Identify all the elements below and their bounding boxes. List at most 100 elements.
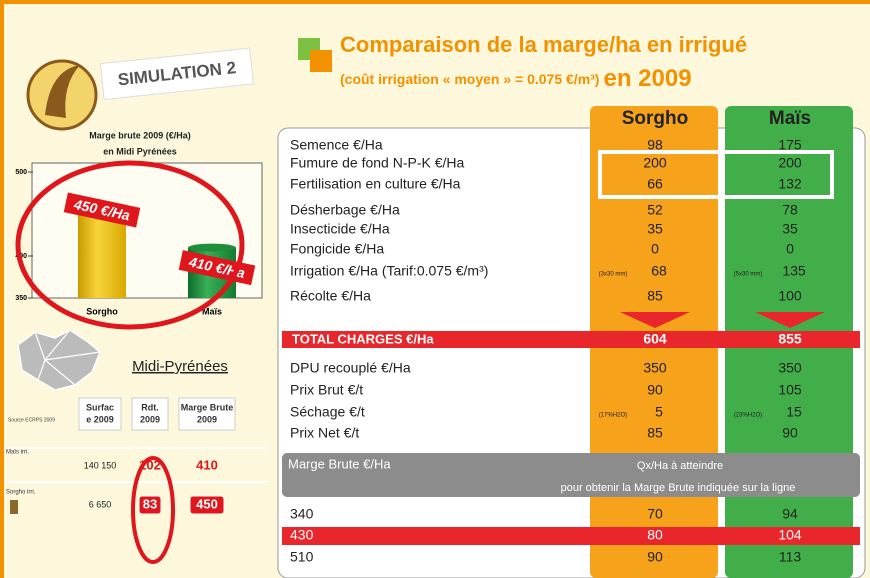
cell-note: (3x30 mm) xyxy=(599,272,628,278)
value-label-box xyxy=(63,192,141,228)
region-row-label: Maïs irri. xyxy=(6,450,29,456)
marge-cell: 113 xyxy=(779,549,802,565)
emphasis-circle xyxy=(15,160,245,330)
region-header-box xyxy=(78,397,122,431)
badge-box xyxy=(99,47,254,101)
emphasis-circle xyxy=(131,456,175,564)
arrow xyxy=(620,312,690,328)
region-header: 2009 xyxy=(140,414,160,424)
cell: 85 xyxy=(647,288,663,304)
cell: 105 xyxy=(778,382,802,398)
region-table: Surfac e 2009 Rdt. 2009 Marge Brute 2009 Maïs … xyxy=(6,397,236,515)
region-value-box xyxy=(189,495,225,515)
highlight-band xyxy=(282,527,860,545)
region-value: 6 650 xyxy=(89,499,112,509)
cell: 52 xyxy=(647,202,663,218)
cell: 5 xyxy=(655,404,663,420)
row-label: Prix Brut €/t xyxy=(290,382,363,398)
cell: 200 xyxy=(778,155,802,171)
cell-note: (5x30 mm) xyxy=(734,272,763,278)
top-border xyxy=(0,0,870,4)
marge-cell: 104 xyxy=(778,527,802,543)
region-value: 450 xyxy=(196,496,218,511)
marge-label: Marge Brute €/Ha xyxy=(288,456,391,471)
year: en 2009 xyxy=(603,65,691,92)
total-value: 604 xyxy=(643,331,667,347)
title: Comparaison de la marge/ha en irrigué xyxy=(340,32,747,57)
cell-note: (17%H2O) xyxy=(599,413,627,419)
marge-header: Qx/Ha à atteindre xyxy=(637,460,723,472)
marge-subheader: pour obtenir la Marge Brute indiquée sur… xyxy=(561,482,796,494)
table: Sorgho Maïs Semence €/Ha 98 175 Fumure de fon… xyxy=(288,108,811,565)
column-header: Maïs xyxy=(769,108,811,129)
total-value: 855 xyxy=(778,331,802,347)
region-source: Source ECRPS 2009 xyxy=(8,417,55,423)
row-label: Désherbage €/Ha xyxy=(290,202,400,218)
region-value: 140 150 xyxy=(84,460,117,470)
row-label: Semence €/Ha xyxy=(290,137,383,153)
chart-title: Marge brute 2009 (€/Ha) xyxy=(89,130,191,140)
region-header: Surfac xyxy=(86,402,114,412)
marge-header-band xyxy=(282,453,860,497)
total-band xyxy=(282,331,860,348)
region-row-label: Sorgho irri. xyxy=(6,490,36,496)
row-label: Insecticide €/Ha xyxy=(290,221,390,237)
row-label: DPU recouplé €/Ha xyxy=(290,360,411,376)
cell: 66 xyxy=(647,176,663,192)
region-title: Midi-Pyrénées xyxy=(132,358,228,375)
cell: 200 xyxy=(643,155,667,171)
region-map-borders xyxy=(34,329,101,386)
row-label: Séchage €/t xyxy=(290,404,365,420)
region-header-box xyxy=(131,397,169,431)
cell: 35 xyxy=(647,221,663,237)
row-label: Fertilisation en culture €/Ha xyxy=(290,176,461,192)
cell: 135 xyxy=(782,263,806,279)
row-label: Fumure de fond N-P-K €/Ha xyxy=(290,155,465,171)
row-label: Récolte €/Ha xyxy=(290,288,371,304)
region-map xyxy=(17,329,101,391)
logo-leaf xyxy=(45,65,80,118)
x-tick-label: Sorgho xyxy=(86,306,118,316)
region-header: 2009 xyxy=(197,414,217,424)
y-tick-label: 350 xyxy=(15,295,27,302)
cell: 0 xyxy=(786,241,794,257)
row-label: Irrigation €/Ha (Tarif:0.075 €/m³) xyxy=(290,263,488,279)
bar-top xyxy=(188,243,236,252)
total-label: TOTAL CHARGES €/Ha xyxy=(292,331,434,346)
y-tick-label: 500 xyxy=(15,169,27,176)
x-tick-label: Maïs xyxy=(202,306,222,316)
cell: 15 xyxy=(786,404,802,420)
marge-cell: 90 xyxy=(647,549,663,565)
marge-value: 430 xyxy=(290,527,314,543)
cell: 175 xyxy=(778,137,802,153)
region-header-box xyxy=(178,397,236,431)
title-square-orange xyxy=(310,50,332,72)
cell: 0 xyxy=(651,241,659,257)
highlight-box xyxy=(598,150,834,199)
cell: 90 xyxy=(782,425,798,441)
subtitle: (coût irrigation « moyen » = 0.075 €/m³)… xyxy=(340,65,692,92)
column-header: Sorgho xyxy=(622,108,689,129)
cell: 90 xyxy=(647,382,663,398)
sorgho-icon xyxy=(10,500,18,514)
region-header: Rdt. xyxy=(141,402,159,412)
cell-note: (23%H2O) xyxy=(734,413,762,419)
marge-cell: 94 xyxy=(782,506,798,522)
cell: 350 xyxy=(643,360,667,376)
arrow xyxy=(755,312,825,328)
cell: 132 xyxy=(778,176,802,192)
region-header: e 2009 xyxy=(86,414,114,424)
region-value: 410 xyxy=(196,457,218,472)
marge-value: 340 xyxy=(290,506,314,522)
region-value-box xyxy=(138,495,162,515)
cell: 85 xyxy=(647,425,663,441)
marge-value: 510 xyxy=(290,549,314,565)
region-header: Marge Brute xyxy=(181,402,234,412)
region-value: 83 xyxy=(143,496,157,511)
left-border xyxy=(0,0,4,578)
cell: 98 xyxy=(647,137,663,153)
row-label: Prix Net €/t xyxy=(290,425,359,441)
cell: 350 xyxy=(778,360,802,376)
marge-cell: 70 xyxy=(647,506,663,522)
